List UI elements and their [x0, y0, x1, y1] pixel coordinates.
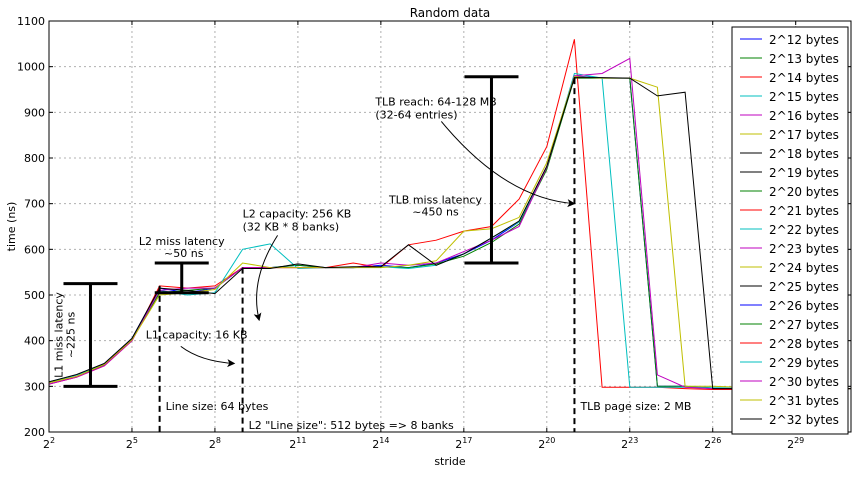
x-tick-exponent: 2 — [50, 436, 55, 445]
legend-label: 2^28 bytes — [769, 337, 839, 351]
legend-label: 2^23 bytes — [769, 242, 839, 256]
legend-label: 2^29 bytes — [769, 356, 839, 370]
annotation-line: L2 capacity: 256 KB — [243, 207, 352, 220]
legend-label: 2^32 bytes — [769, 413, 839, 427]
annotation-line: (32 KB * 8 banks) — [243, 220, 340, 233]
legend-label: 2^30 bytes — [769, 375, 839, 389]
x-tick-exponent: 20 — [545, 436, 555, 445]
legend-label: 2^14 bytes — [769, 71, 839, 85]
latency-bar-label-line: L1 miss latency — [52, 292, 65, 378]
legend-box — [731, 26, 849, 435]
annotation-arrow — [253, 235, 279, 322]
annotation-line: TLB reach: 64-128 MB — [374, 95, 496, 108]
reference-vline-label: Line size: 64 bytes — [166, 400, 269, 413]
legend-label: 2^27 bytes — [769, 318, 839, 332]
legend-label: 2^18 bytes — [769, 147, 839, 161]
latency-bar-label: TLB miss latency ~450 ns — [388, 194, 483, 219]
y-tick-label: 400 — [24, 335, 45, 348]
legend-label: 2^25 bytes — [769, 280, 839, 294]
x-tick-exponent: 14 — [379, 436, 389, 445]
latency-bar-label-line: L2 miss latency — [139, 235, 225, 248]
legend-label: 2^17 bytes — [769, 128, 839, 142]
plot-frame — [48, 20, 852, 433]
reference-vline-label: TLB page size: 2 MB — [579, 400, 691, 413]
y-tick-label: 700 — [24, 198, 45, 211]
x-tick-exponent: 17 — [462, 436, 472, 445]
annotation-text: TLB reach: 64-128 MB (32-64 entries) — [374, 95, 496, 121]
latency-bar-label-line: ~225 ns — [64, 311, 77, 358]
latency-bar-label-line: ~50 ns — [164, 247, 204, 260]
x-axis-label: stride — [434, 455, 466, 468]
y-tick-label: 800 — [24, 152, 45, 165]
y-tick-label: 600 — [24, 243, 45, 256]
reference-vline-label: L2 "Line size": 512 bytes => 8 banks — [249, 419, 454, 432]
y-tick-label: 200 — [24, 426, 45, 439]
latency-bar-label: L1 miss latency~225 ns — [52, 292, 77, 378]
legend-label: 2^22 bytes — [769, 223, 839, 237]
y-tick-label: 500 — [24, 289, 45, 302]
annotation-text: L1 capacity: 16 KB — [146, 328, 248, 341]
legend-label: 2^21 bytes — [769, 204, 839, 218]
legend-label: 2^31 bytes — [769, 394, 839, 408]
annotation-arrow — [440, 121, 576, 208]
y-tick-label: 1000 — [17, 61, 45, 74]
legend: 2^12 bytes 2^13 bytes 2^14 bytes 2^15 bytes… — [731, 26, 849, 435]
legend-label: 2^24 bytes — [769, 261, 839, 275]
y-axis-label: time (ns) — [5, 202, 18, 252]
x-tick-exponent: 11 — [296, 436, 306, 445]
x-tick-exponent: 23 — [628, 436, 638, 445]
annotations-layer: Line size: 64 bytes L2 "Line size": 512 b… — [52, 75, 691, 432]
x-tick-exponent: 29 — [794, 436, 804, 445]
annotation-line: L1 capacity: 16 KB — [146, 328, 248, 341]
latency-bar-label-line: TLB miss latency — [388, 194, 483, 207]
legend-label: 2^19 bytes — [769, 166, 839, 180]
legend-label: 2^13 bytes — [769, 52, 839, 66]
annotation-arrow — [180, 345, 236, 368]
annotation-line: (32-64 entries) — [375, 108, 457, 121]
latency-bar-label-line: ~450 ns — [412, 206, 459, 219]
x-tick-exponent: 26 — [711, 436, 721, 445]
x-tick-exponent: 5 — [133, 436, 138, 445]
legend-label: 2^16 bytes — [769, 109, 839, 123]
chart-title: Random data — [410, 6, 491, 20]
y-tick-label: 900 — [24, 106, 45, 119]
legend-label: 2^20 bytes — [769, 185, 839, 199]
x-tick-exponent: 8 — [216, 436, 221, 445]
legend-label: 2^12 bytes — [769, 33, 839, 47]
latency-bar-label: L2 miss latency ~50 ns — [139, 235, 225, 260]
y-tick-label: 300 — [24, 380, 45, 393]
legend-label: 2^15 bytes — [769, 90, 839, 104]
legend-label: 2^26 bytes — [769, 299, 839, 313]
y-tick-label: 1100 — [17, 15, 45, 28]
annotation-text: L2 capacity: 256 KB (32 KB * 8 banks) — [243, 207, 352, 233]
